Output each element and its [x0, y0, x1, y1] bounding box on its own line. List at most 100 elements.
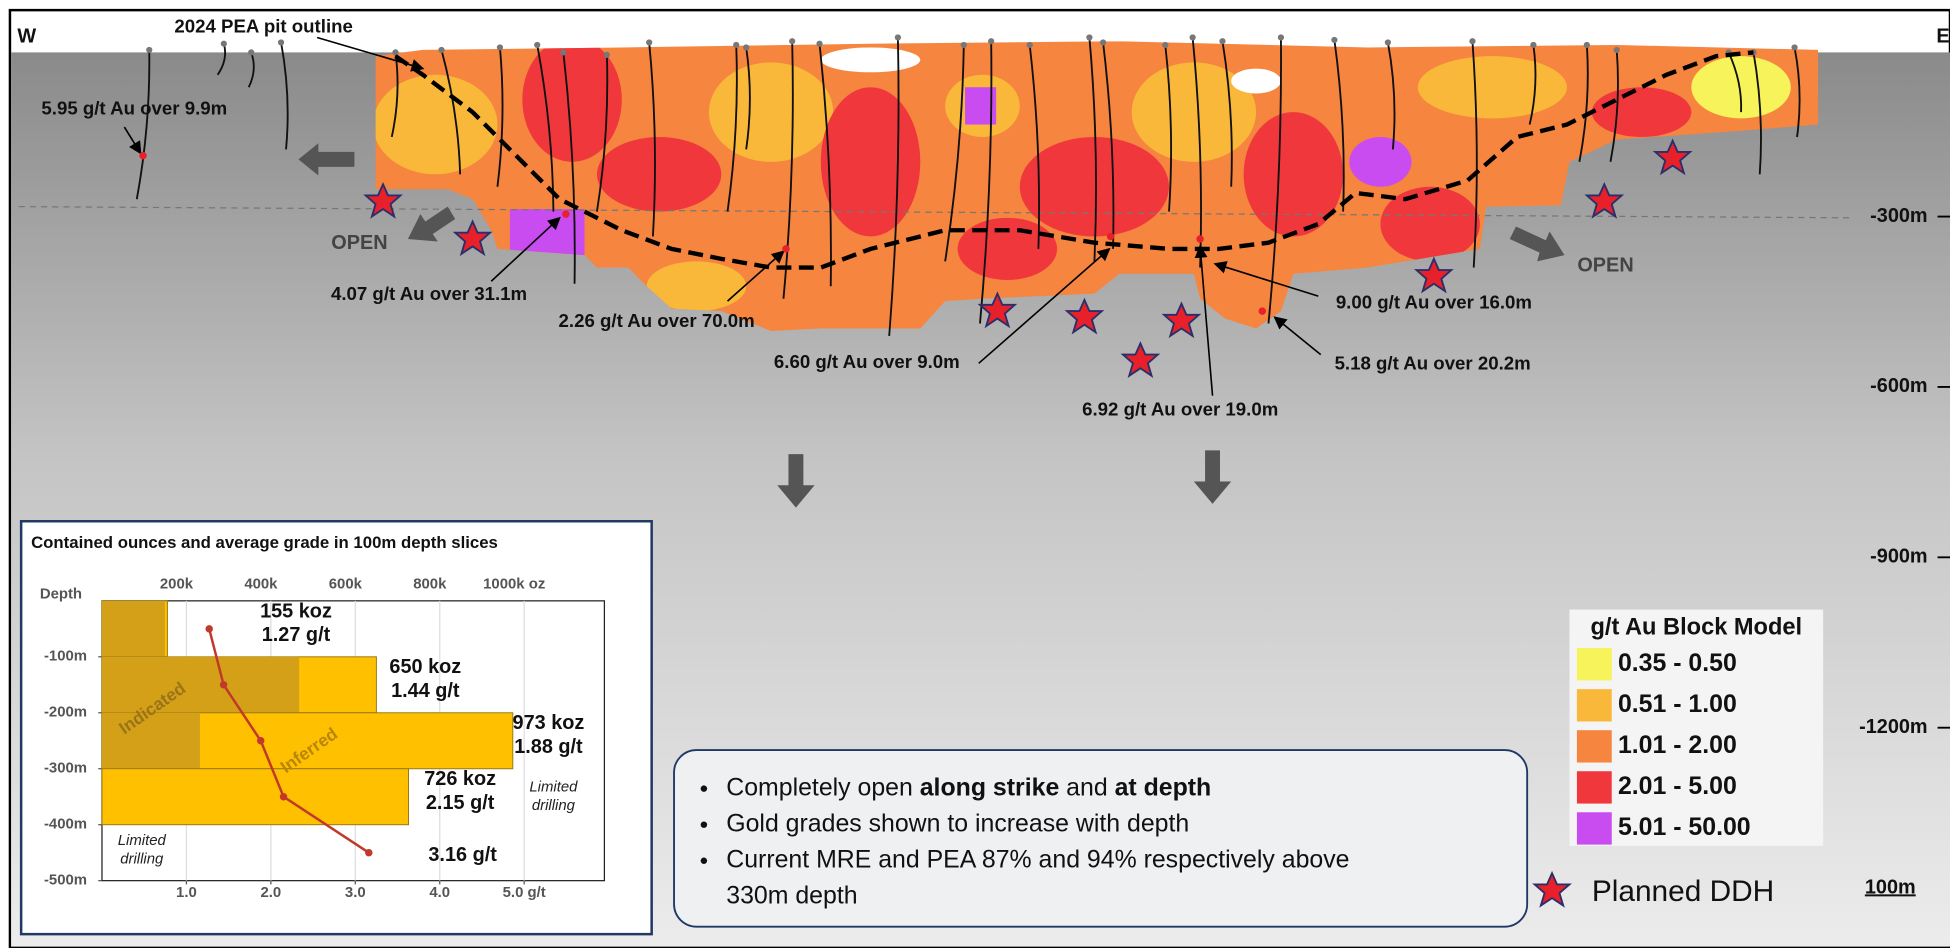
- grade-label: 1.44 g/t: [391, 680, 460, 702]
- y-tick-label: -300m: [44, 760, 87, 777]
- x-tick-label: 1000k oz: [483, 576, 545, 593]
- y-tick-label: -400m: [44, 816, 87, 833]
- collar: [743, 44, 749, 50]
- note: Limited: [118, 832, 167, 849]
- grade-point: [365, 849, 372, 856]
- collar: [895, 34, 901, 40]
- legend-planned: Planned DDH: [1592, 875, 1774, 908]
- text-run: Completely open: [726, 773, 919, 801]
- grade-point: [205, 625, 212, 632]
- bar-indicated: [102, 657, 299, 713]
- bar-indicated: [102, 601, 165, 657]
- collar: [392, 49, 398, 55]
- collar: [1469, 38, 1475, 44]
- y-tick-label: -200m: [44, 704, 87, 721]
- collar: [1331, 37, 1337, 43]
- bar-label: 973 koz: [513, 712, 585, 734]
- collar: [789, 38, 795, 44]
- collar: [1278, 34, 1284, 40]
- bar-label: 155 koz: [260, 600, 332, 622]
- intercept: 6.92 g/t Au over 19.0m: [1082, 398, 1278, 419]
- collar: [497, 44, 503, 50]
- collar: [733, 42, 739, 48]
- collar: [1530, 42, 1536, 48]
- legend-label: 1.01 - 2.00: [1618, 731, 1737, 759]
- inset-title: Contained ounces and average grade in 10…: [31, 533, 498, 552]
- y-tick-label: -100m: [44, 648, 87, 665]
- intercept: 4.07 g/t Au over 31.1m: [331, 283, 527, 304]
- text-run: and: [1059, 773, 1114, 801]
- collar: [1100, 39, 1106, 45]
- collar: [1219, 38, 1225, 44]
- legend-swatch: [1577, 689, 1612, 721]
- legend-label: 5.01 - 50.00: [1618, 813, 1751, 841]
- collar: [1614, 47, 1620, 53]
- collar: [1162, 42, 1168, 48]
- page: {"section": { "west": "W", "east": "E", …: [0, 0, 1950, 948]
- collar: [604, 52, 610, 58]
- west-label: W: [17, 26, 36, 48]
- bar: [102, 769, 409, 825]
- text-run: at depth: [1115, 773, 1212, 801]
- grade-label: 1.88 g/t: [514, 736, 583, 758]
- note: drilling: [120, 850, 164, 867]
- collar: [560, 49, 566, 55]
- intercept: 9.00 g/t Au over 16.0m: [1336, 292, 1532, 313]
- x2-tick-label: 5.0 g/t: [503, 884, 546, 901]
- collar: [1086, 34, 1092, 40]
- x2-tick-label: 2.0: [260, 884, 281, 901]
- collar: [961, 42, 967, 48]
- text-run: along strike: [920, 773, 1060, 801]
- depth-label: -1200m: [1859, 716, 1928, 738]
- legend-swatch: [1577, 771, 1612, 803]
- grade-label: 3.16 g/t: [428, 844, 497, 866]
- x-tick-label: 400k: [244, 576, 278, 593]
- note: Limited: [529, 778, 578, 795]
- collar: [1190, 34, 1196, 40]
- legend-label: 0.51 - 1.00: [1618, 690, 1737, 718]
- open-label: OPEN: [331, 232, 387, 254]
- collar: [438, 47, 444, 53]
- scale-bar: 100m: [1865, 876, 1916, 898]
- bar-label: 650 koz: [389, 656, 461, 678]
- collar: [816, 41, 822, 47]
- legend-title: g/t Au Block Model: [1590, 614, 1802, 640]
- figure: W E 2024 PEA pit outline 5.95 g/t Au ove…: [0, 0, 1950, 948]
- intercept: 5.18 g/t Au over 20.2m: [1335, 352, 1531, 373]
- intercept: 6.60 g/t Au over 9.0m: [774, 351, 960, 372]
- east-label: E: [1936, 26, 1949, 48]
- depth-label: -900m: [1870, 546, 1927, 568]
- bullet-text: Completely open along strike and at dept…: [726, 773, 1211, 801]
- x-tick-label: 800k: [413, 576, 447, 593]
- legend-swatch: [1577, 648, 1612, 680]
- collar: [1584, 42, 1590, 48]
- grade-label: 1.27 g/t: [262, 624, 331, 646]
- collar: [1385, 39, 1391, 45]
- intercept: 5.95 g/t Au over 9.9m: [41, 98, 227, 119]
- y-axis-title: Depth: [40, 586, 82, 603]
- grade-point: [257, 737, 264, 744]
- x-tick-label: 200k: [160, 576, 194, 593]
- collar: [1791, 44, 1797, 50]
- depth-label: -600m: [1870, 375, 1927, 397]
- collar: [534, 42, 540, 48]
- collar: [646, 39, 652, 45]
- y-tick-label: -500m: [44, 872, 87, 889]
- legend-swatch: [1577, 812, 1612, 844]
- intercept: 2.26 g/t Au over 70.0m: [559, 310, 755, 331]
- x2-tick-label: 1.0: [176, 884, 197, 901]
- collar: [988, 38, 994, 44]
- collar: [278, 39, 284, 45]
- legend-swatch: [1577, 730, 1612, 762]
- grade-label: 2.15 g/t: [426, 792, 495, 814]
- legend-box: [1569, 610, 1823, 846]
- open-label: OPEN: [1577, 255, 1633, 277]
- depth-label: -300m: [1870, 205, 1927, 227]
- x-tick-label: 600k: [329, 576, 363, 593]
- collar: [221, 41, 227, 47]
- bar-label: 726 koz: [424, 768, 496, 790]
- grade-point: [280, 793, 287, 800]
- legend-label: 0.35 - 0.50: [1618, 649, 1737, 677]
- pit-label: 2024 PEA pit outline: [174, 15, 353, 36]
